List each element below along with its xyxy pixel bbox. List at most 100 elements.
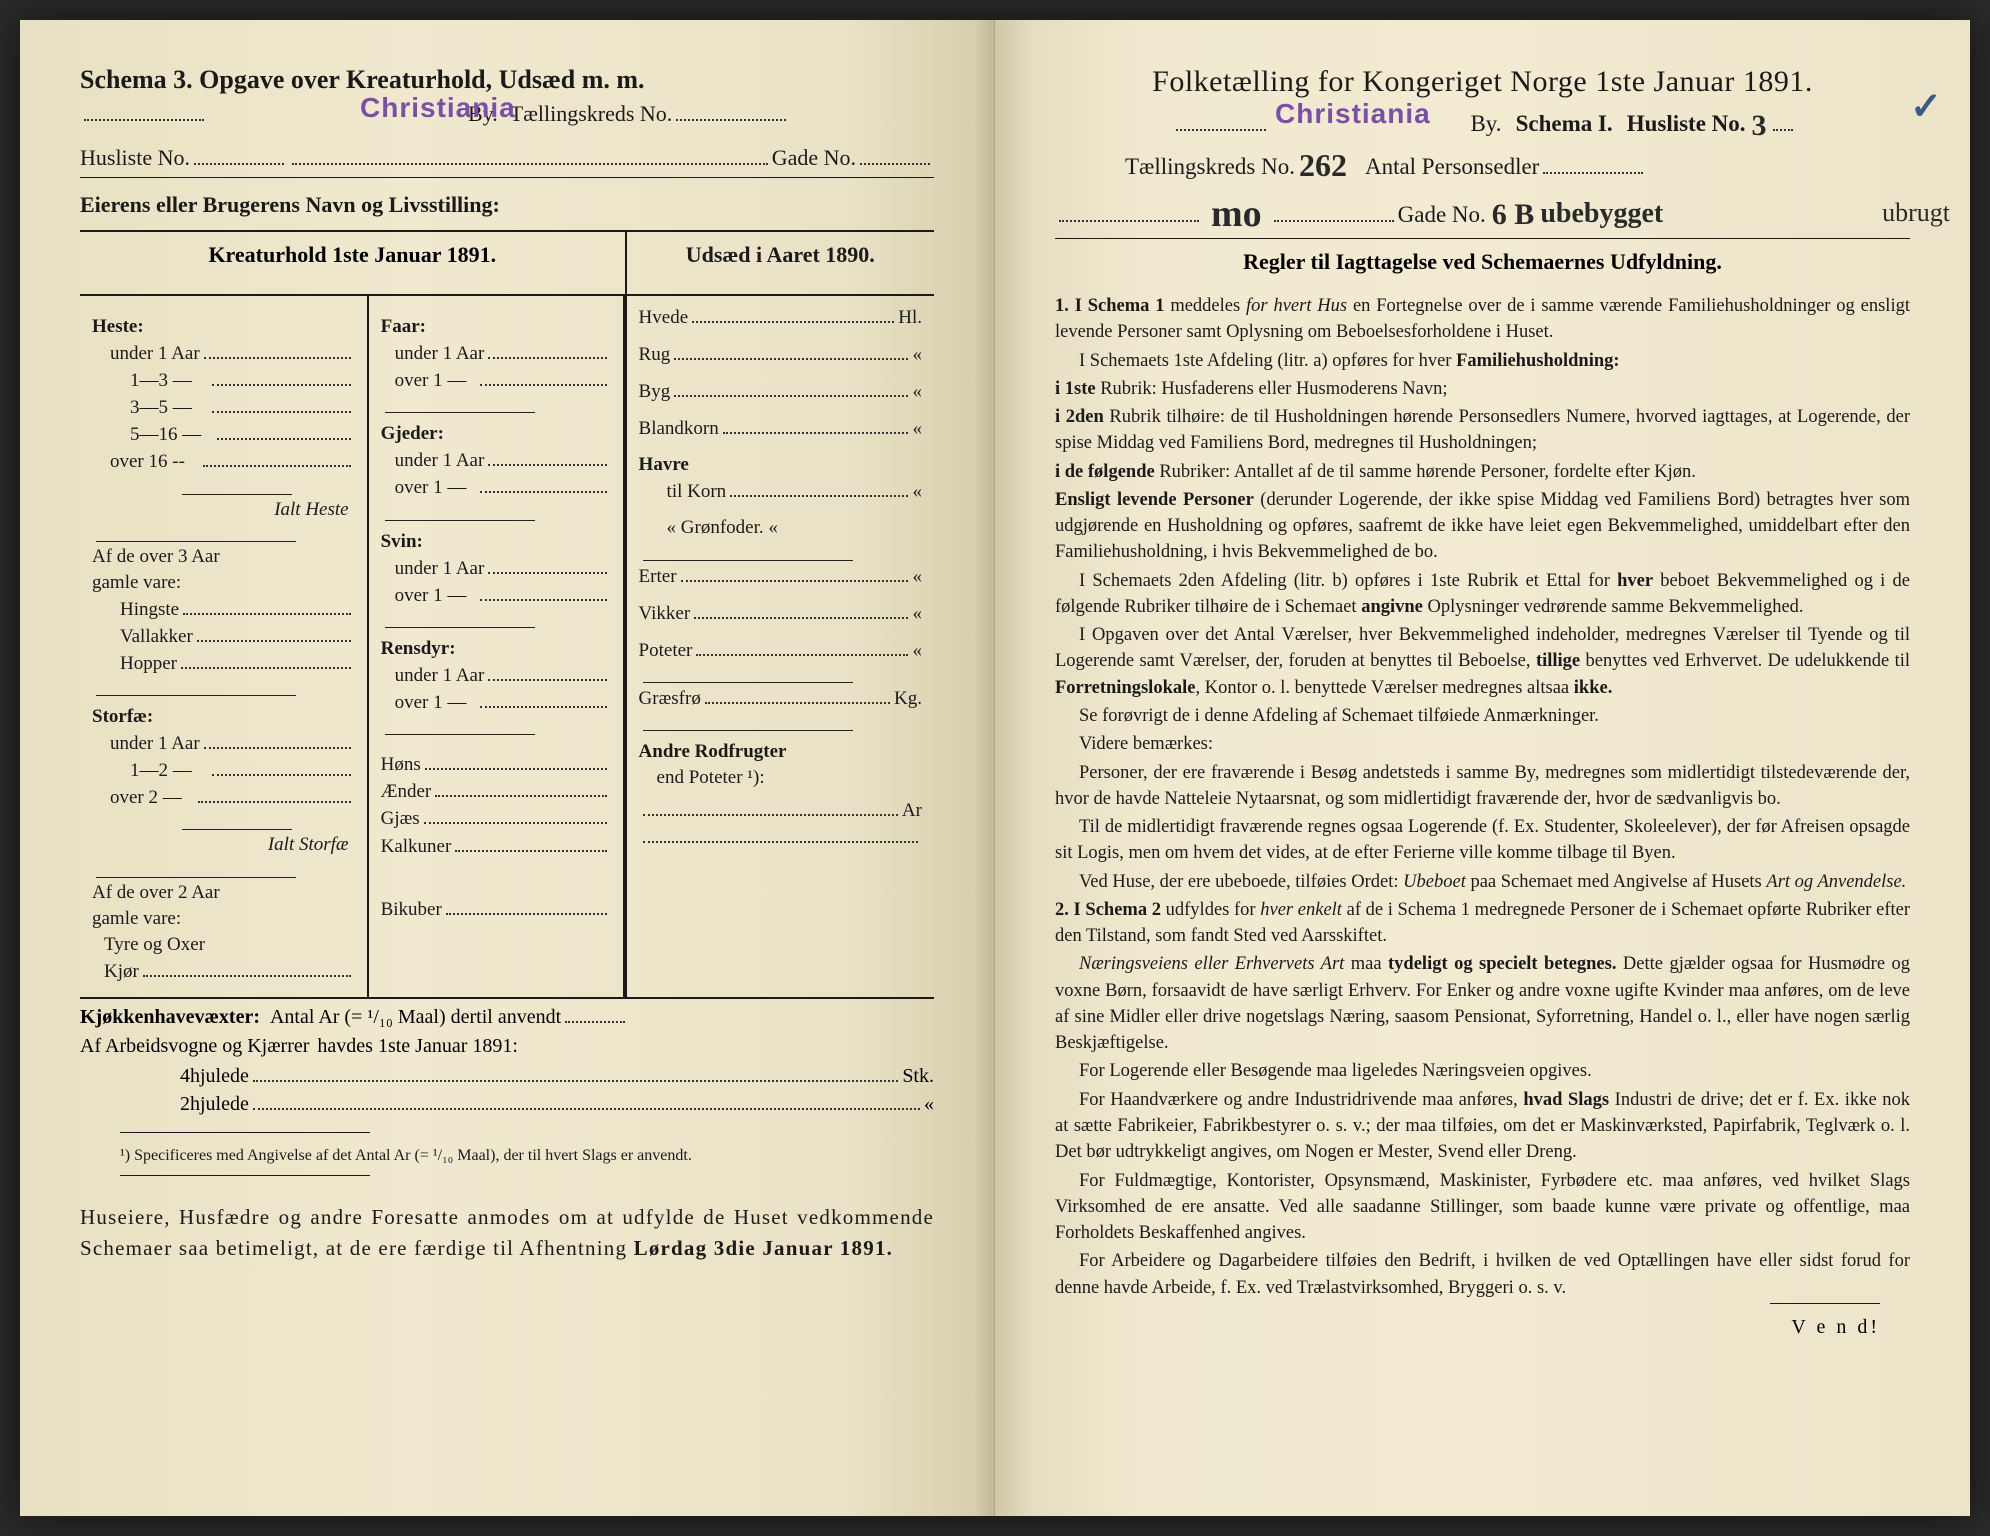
right-page: Folketælling for Kongeriget Norge 1ste J…: [995, 20, 1970, 1516]
andrerodf: Andre Rodfrugter: [639, 741, 787, 763]
byg: Byg: [639, 381, 671, 403]
h4: 5—16 —: [130, 424, 201, 446]
kg: Kg.: [894, 688, 922, 710]
vend: V e n d!: [1055, 1316, 1910, 1339]
af4: 4hjulede: [180, 1065, 249, 1088]
h-val: Vallakker: [120, 626, 193, 648]
storfae: Storfæ:: [92, 706, 153, 728]
p6a: Ensligt levende Personer: [1055, 490, 1254, 510]
by-r: By.: [1470, 111, 1501, 137]
left-page: Schema 3. Opgave over Kreaturhold, Udsæd…: [20, 20, 995, 1516]
h-hingste: Hingste: [120, 599, 179, 621]
p8d: Forretningslokale: [1055, 678, 1195, 698]
s-kjor: Kjør: [104, 961, 139, 983]
gjeder: Gjeder:: [381, 423, 444, 445]
p17a: For Haandværkere og andre Industridriven…: [1079, 1090, 1523, 1110]
gronf: « Grønfoder. «: [667, 517, 778, 539]
svin: Svin:: [381, 531, 423, 553]
p4a: i 2den: [1055, 407, 1104, 427]
h-af3: Af de over 3 Aar: [92, 546, 220, 568]
schema3-table: Kreaturhold 1ste Januar 1891. Heste: und…: [80, 230, 934, 999]
ar: Ar: [902, 800, 922, 822]
s-ialt: Ialt Storfæ: [268, 834, 349, 856]
owner-label: Eierens eller Brugerens Navn og Livsstil…: [80, 192, 934, 218]
aender: Ænder: [381, 781, 432, 803]
street-val: mo: [1211, 192, 1262, 236]
n2: 2.: [1055, 900, 1069, 920]
p7b: hver: [1617, 571, 1653, 591]
p15a: Næringsveiens eller Erhvervets Art: [1079, 954, 1344, 974]
annot2: ubrugt: [1882, 198, 1950, 228]
rules-body: 1. I Schema 1 meddeles for hvert Hus en …: [1055, 293, 1910, 1301]
rensdyr: Rensdyr:: [381, 638, 456, 660]
h2: 1—3 —: [130, 370, 192, 392]
p5a: i de følgende: [1055, 462, 1155, 482]
schema-label: Schema I.: [1516, 111, 1613, 137]
bottom-note: Huseiere, Husfædre og andre Foresatte an…: [80, 1202, 934, 1265]
p1d: for hvert Hus: [1246, 296, 1347, 316]
kj-label: Kjøkkenhavevæxter:: [80, 1006, 260, 1029]
left-title: Schema 3. Opgave over Kreaturhold, Udsæd…: [80, 65, 934, 95]
stamp-right: Christiania: [1275, 98, 1431, 130]
p9: Se forøvrigt de i denne Afdeling af Sche…: [1055, 703, 1910, 729]
hvede: Hvede: [639, 307, 689, 329]
heste: Heste:: [92, 316, 144, 338]
husliste-val: 3: [1752, 109, 1767, 143]
book-spread: Schema 3. Opgave over Kreaturhold, Udsæd…: [20, 20, 1970, 1516]
vend-rule: [1770, 1303, 1880, 1304]
p15b: maa: [1344, 954, 1388, 974]
p19: For Arbeidere og Dagarbeidere tilføies d…: [1055, 1248, 1910, 1301]
af2h: 2hjulede: [180, 1093, 249, 1116]
h1: under 1 Aar: [110, 343, 200, 365]
tk-val: 262: [1299, 147, 1347, 184]
p7a: I Schemaets 2den Afdeling (litr. b) opfø…: [1079, 571, 1617, 591]
kj2: Antal Ar (= ¹/₁₀ Maal) dertil anvendt: [270, 1006, 561, 1029]
th-udsaed: Udsæd i Aaret 1890.: [627, 232, 934, 296]
p1b: I Schema 1: [1075, 296, 1165, 316]
husliste-r: Husliste No.: [1627, 111, 1746, 137]
th-kreaturhold: Kreaturhold 1ste Januar 1891.: [80, 232, 625, 296]
af2: havdes 1ste Januar 1891:: [317, 1035, 518, 1058]
p14d: hver enkelt: [1260, 900, 1342, 920]
stk: Stk.: [902, 1065, 934, 1088]
s1: under 1 Aar: [110, 733, 200, 755]
footnote: ¹) Specificeres med Angivelse af det Ant…: [120, 1147, 934, 1165]
kalk: Kalkuner: [381, 836, 452, 858]
p2b: Familiehusholdning:: [1456, 351, 1619, 371]
hl: Hl.: [898, 307, 922, 329]
s2: 1—2 —: [130, 760, 192, 782]
s-af2: Af de over 2 Aar: [92, 882, 220, 904]
p8b: tillige: [1536, 651, 1580, 671]
gade-r: Gade No.: [1398, 202, 1486, 228]
bikuber: Bikuber: [381, 899, 442, 921]
p15c: tydeligt og specielt betegnes.: [1388, 954, 1616, 974]
r2: over 1 —: [395, 692, 467, 714]
h-gamle: gamle vare:: [92, 572, 181, 594]
blue-mark: ✓: [1910, 84, 1942, 129]
p11: Personer, der ere fraværende i Besøg and…: [1055, 760, 1910, 813]
hons: Høns: [381, 754, 421, 776]
p8c: benyttes ved Erhvervet. De udelukkende t…: [1580, 651, 1910, 671]
g1: under 1 Aar: [395, 450, 485, 472]
p17b: hvad Slags: [1523, 1090, 1609, 1110]
af-label: Af Arbeidsvogne og Kjærrer: [80, 1035, 309, 1058]
tk-label: Tællingskreds No.: [510, 101, 673, 127]
tilkorn: til Korn: [667, 481, 727, 503]
p7d: angivne: [1361, 597, 1423, 617]
s-gamle: gamle vare:: [92, 908, 181, 930]
blandkorn: Blandkorn: [639, 418, 719, 440]
rug: Rug: [639, 344, 671, 366]
p3a: i 1ste: [1055, 379, 1096, 399]
h-ialt: Ialt Heste: [274, 499, 348, 521]
sv1: under 1 Aar: [395, 558, 485, 580]
faar: Faar:: [381, 316, 426, 338]
h-hop: Hopper: [120, 653, 177, 675]
graesfro: Græsfrø: [639, 688, 701, 710]
p7e: Oplysninger vedrørende samme Bekvemmelig…: [1423, 597, 1804, 617]
h5: over 16 --: [110, 451, 185, 473]
p16: For Logerende eller Besøgende maa ligele…: [1055, 1058, 1910, 1084]
p14c: udfyldes for: [1161, 900, 1260, 920]
p13a: Ved Huse, der ere ubeboede, tilføies Ord…: [1079, 872, 1403, 892]
p8e: , Kontor o. l. benyttede Værelser medreg…: [1195, 678, 1573, 698]
n1: 1.: [1055, 296, 1069, 316]
